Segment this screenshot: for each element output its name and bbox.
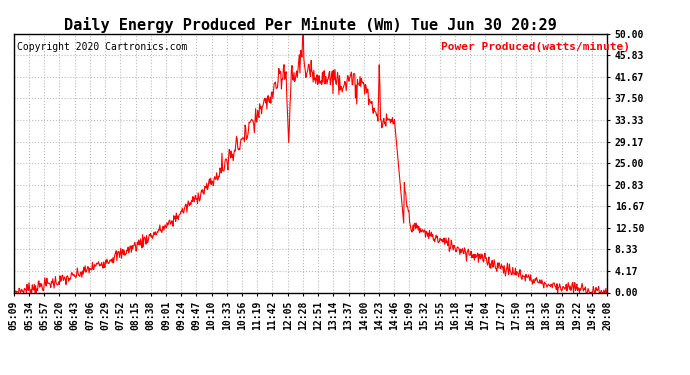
Text: Power Produced(watts/minute): Power Produced(watts/minute): [441, 42, 630, 51]
Text: Copyright 2020 Cartronics.com: Copyright 2020 Cartronics.com: [17, 42, 187, 51]
Title: Daily Energy Produced Per Minute (Wm) Tue Jun 30 20:29: Daily Energy Produced Per Minute (Wm) Tu…: [64, 16, 557, 33]
